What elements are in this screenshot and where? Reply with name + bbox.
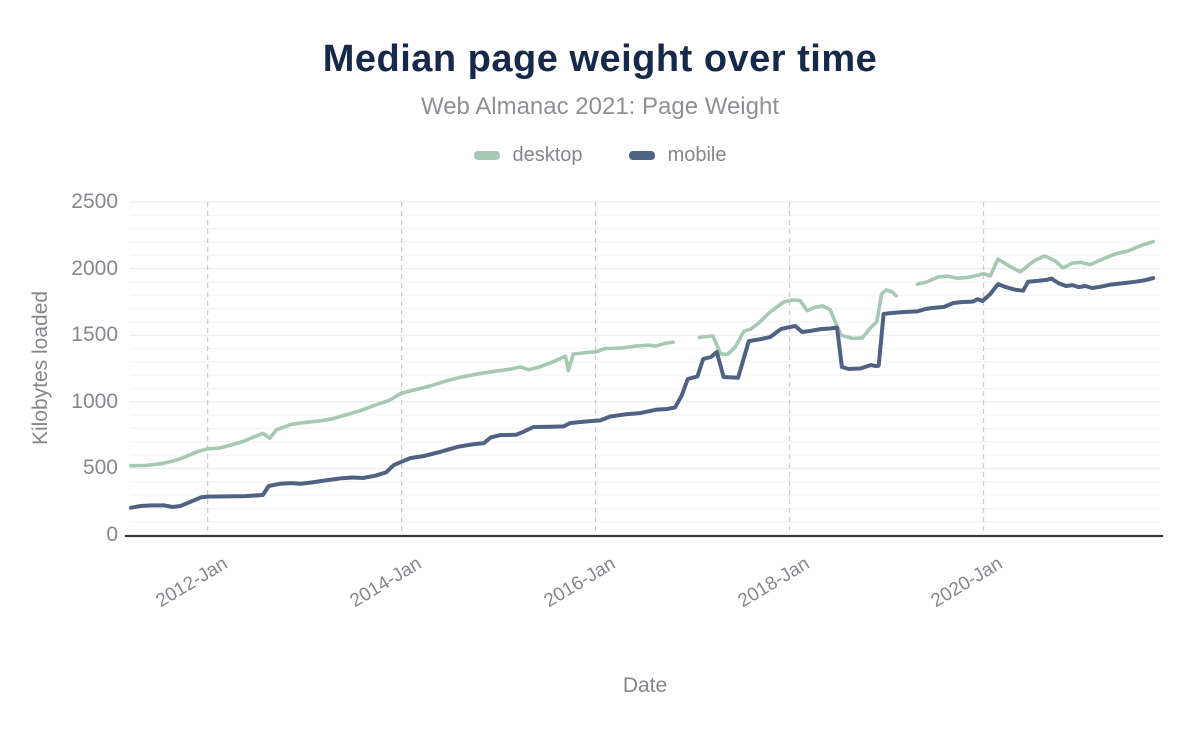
desktop-line <box>129 340 675 468</box>
y-axis-title: Kilobytes loaded <box>29 290 52 446</box>
legend-label-mobile: mobile <box>667 144 727 166</box>
chart-subtitle: Web Almanac 2021: Page Weight <box>420 93 779 120</box>
chart-title: Median page weight over time <box>322 38 878 80</box>
y-tick-label: 2500 <box>71 190 118 213</box>
desktop-line <box>697 288 899 357</box>
x-axis-title: Date <box>622 674 668 697</box>
y-tick-label: 2000 <box>71 256 118 280</box>
y-tick-label: 0 <box>106 523 118 546</box>
mobile-series-swatch-icon <box>628 151 655 160</box>
y-tick-label: 1500 <box>71 323 118 347</box>
legend-label-desktop: desktop <box>512 144 583 166</box>
y-tick-label: 1000 <box>71 389 118 413</box>
legend-item-mobile[interactable]: mobile <box>628 144 727 167</box>
desktop-series-swatch-icon <box>473 151 500 160</box>
mobile-line <box>129 276 1156 510</box>
legend: desktop mobile <box>0 144 1200 167</box>
legend-item-desktop[interactable]: desktop <box>473 144 583 167</box>
desktop-line <box>915 239 1155 286</box>
y-tick-label: 500 <box>82 456 118 480</box>
